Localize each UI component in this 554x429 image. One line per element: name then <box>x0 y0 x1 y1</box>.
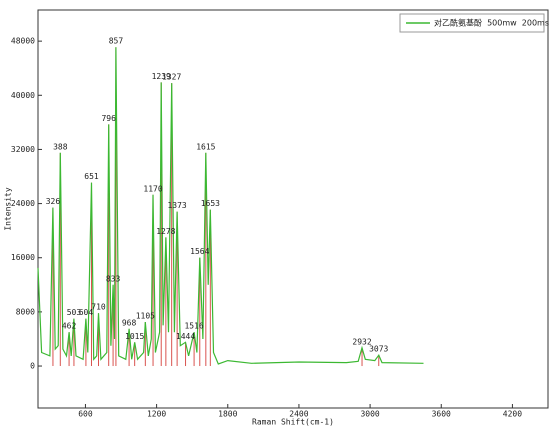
spectrum-line <box>37 47 424 365</box>
peak-label: 1373 <box>167 201 186 210</box>
peak-label: 1015 <box>125 332 144 341</box>
legend-box <box>399 13 545 33</box>
y-tick-label: 0 <box>30 362 35 371</box>
peak-label: 968 <box>122 318 137 327</box>
x-axis-label: Raman Shift(cm-1) <box>252 418 334 427</box>
peak-label: 1444 <box>176 332 195 341</box>
y-axis-label: Intensity <box>4 187 13 231</box>
peak-label: 1615 <box>196 142 215 151</box>
peak-label: 1516 <box>184 322 203 331</box>
x-tick-label: 2400 <box>289 410 308 419</box>
peak-label: 1170 <box>143 184 162 193</box>
legend-label: 对乙酰氨基酚 500mw 200ms <box>434 18 549 28</box>
peak-label: 326 <box>46 197 61 206</box>
x-tick-label: 1800 <box>218 410 237 419</box>
peak-label: 710 <box>91 303 106 312</box>
y-tick-label: 40000 <box>11 91 35 100</box>
peak-label: 833 <box>106 274 121 283</box>
y-tick-label: 48000 <box>11 37 35 46</box>
peak-label: 796 <box>101 114 116 123</box>
peak-label: 857 <box>109 37 124 46</box>
y-tick-label: 32000 <box>11 145 35 154</box>
peak-label: 1564 <box>190 247 209 256</box>
peak-label: 462 <box>62 322 77 331</box>
x-tick-label: 3000 <box>360 410 379 419</box>
peak-label: 1278 <box>156 227 175 236</box>
x-tick-label: 4200 <box>503 410 522 419</box>
peak-label: 1105 <box>136 312 155 321</box>
peak-label: 651 <box>84 172 99 181</box>
y-tick-label: 16000 <box>11 253 35 262</box>
x-tick-label: 3600 <box>432 410 451 419</box>
y-tick-label: 24000 <box>11 199 35 208</box>
peak-label: 1327 <box>162 73 181 82</box>
peak-label: 604 <box>79 308 94 317</box>
peak-label: 2932 <box>352 337 371 346</box>
plot-frame <box>37 9 549 409</box>
peak-label: 388 <box>53 142 68 151</box>
x-tick-label: 600 <box>78 410 93 419</box>
peak-label: 503 <box>67 308 82 317</box>
peak-label: 1239 <box>152 72 171 81</box>
x-tick-label: 1200 <box>147 410 166 419</box>
y-tick-label: 8000 <box>16 307 35 316</box>
peak-label: 1653 <box>201 199 220 208</box>
peak-label: 3073 <box>369 345 388 354</box>
